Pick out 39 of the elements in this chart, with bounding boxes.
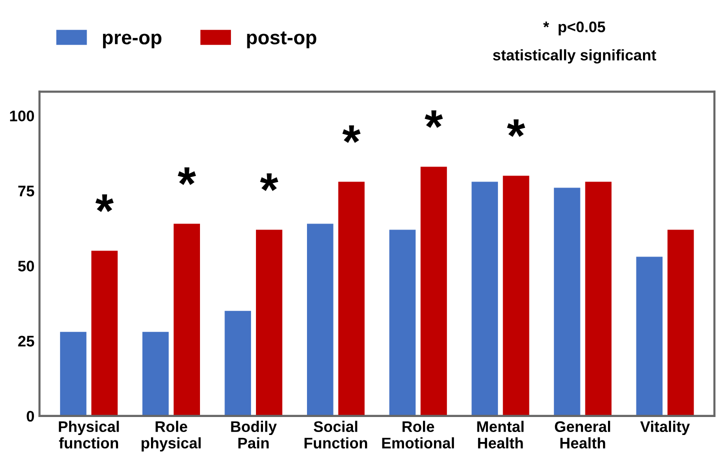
bar bbox=[338, 182, 365, 416]
bar bbox=[502, 176, 530, 416]
legend-label: post-op bbox=[247, 31, 316, 48]
x-tick-label: Vitality bbox=[640, 420, 690, 436]
bar bbox=[224, 310, 252, 416]
y-tick-label: 75 bbox=[18, 186, 34, 196]
bar bbox=[306, 224, 334, 416]
annotation: * bbox=[178, 167, 196, 185]
text: statistically significant bbox=[493, 49, 656, 64]
bar bbox=[636, 256, 663, 416]
text: * p<0.05 bbox=[543, 21, 606, 36]
y-tick-label: 0 bbox=[26, 410, 34, 422]
bar bbox=[472, 182, 498, 416]
annotation: * bbox=[424, 110, 443, 128]
bar bbox=[667, 230, 694, 416]
bar bbox=[142, 332, 169, 416]
bar bbox=[60, 332, 86, 416]
bar bbox=[420, 166, 447, 416]
bar bbox=[256, 230, 282, 416]
annotation: * bbox=[95, 194, 114, 212]
x-tick-label: Role Emotional bbox=[382, 420, 454, 448]
y-tick-label: 50 bbox=[18, 260, 34, 272]
annotation: * bbox=[342, 125, 361, 143]
annotation: * bbox=[260, 173, 278, 191]
x-tick-label: General Health bbox=[554, 420, 610, 448]
bar bbox=[554, 188, 580, 416]
bar bbox=[91, 250, 118, 416]
x-tick-label: Social Function bbox=[304, 420, 368, 448]
x-tick-label: Physical function bbox=[58, 420, 119, 448]
y-tick-label: 100 bbox=[10, 110, 34, 122]
x-tick-label: Mental Health bbox=[477, 420, 524, 448]
annotation: * bbox=[507, 119, 526, 137]
legend-label: pre-op bbox=[102, 34, 162, 48]
bar bbox=[585, 182, 612, 416]
bar bbox=[174, 224, 200, 416]
bar bbox=[389, 230, 416, 416]
x-tick-label: Role physical bbox=[142, 420, 201, 452]
x-tick-label: Bodily Pain bbox=[231, 420, 277, 448]
y-tick-label: 25 bbox=[18, 336, 34, 347]
